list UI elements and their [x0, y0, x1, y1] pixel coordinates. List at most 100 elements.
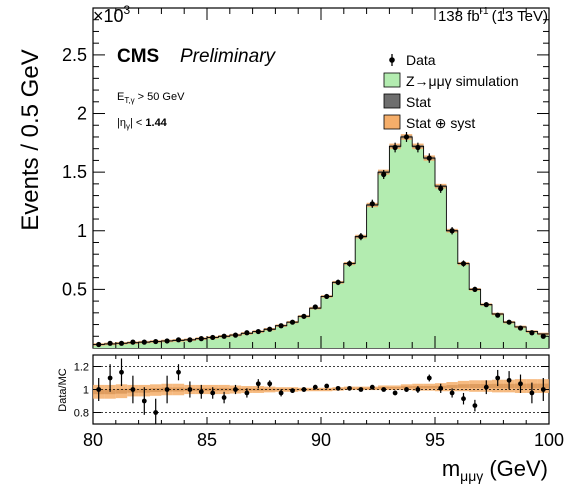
data-point	[141, 339, 147, 345]
selection-cut-et: ET,γ > 50 GeV	[117, 91, 185, 105]
ratio-point	[244, 390, 250, 396]
data-point	[460, 260, 467, 267]
ratio-point	[141, 398, 147, 404]
legend-label: Data	[406, 52, 436, 68]
mc-histogram-fill	[93, 136, 549, 348]
legend-swatch	[383, 114, 401, 130]
x-tick-label: 85	[197, 430, 217, 450]
ratio-point	[358, 387, 364, 392]
data-point	[369, 201, 375, 207]
luminosity-exponent: -1	[480, 6, 489, 17]
ratio-point	[221, 395, 227, 400]
ratio-point	[392, 390, 398, 396]
data-point	[506, 319, 512, 325]
luminosity-energy: (13 TeV)	[492, 8, 548, 25]
x-tick-label: 90	[311, 430, 331, 450]
data-point	[175, 337, 182, 343]
ratio-point	[107, 375, 113, 381]
y-tick-label: 2	[77, 104, 87, 124]
x-axis-title: mμμγ (GeV)	[442, 456, 548, 484]
ratio-point	[461, 396, 466, 402]
main-panel: 0.5 1 1.5 2 2.5 CMS Preliminary 138 fb-1 (13 …	[17, 3, 550, 349]
selection-cut-eta: |ηγ| < 1.44	[117, 117, 168, 131]
cms-label: CMS	[117, 46, 159, 67]
data-point	[210, 334, 216, 341]
ratio-y-tick-label: 1	[83, 385, 89, 397]
ratio-point	[119, 369, 124, 375]
x-axis-title-unit: (GeV)	[489, 456, 548, 481]
data-point	[381, 171, 387, 178]
y-tick-label: 1	[77, 221, 87, 241]
main-y-tick-labels: 0.5 1 1.5 2 2.5	[62, 45, 87, 299]
data-point	[495, 312, 501, 318]
ratio-stat-band-bin	[423, 385, 435, 389]
data-point	[472, 286, 478, 292]
data-point	[244, 330, 250, 336]
y-tick-label: 2.5	[62, 45, 87, 65]
data-point	[221, 333, 227, 339]
luminosity-label: 138 fb-1 (13 TeV)	[438, 6, 548, 25]
ratio-y-tick-label: 1.2	[74, 362, 89, 374]
ratio-point	[233, 387, 238, 392]
data-point	[403, 134, 410, 140]
ratio-point	[187, 387, 193, 392]
ratio-point	[415, 387, 421, 392]
x-tick-labels: 80 85 90 95 100	[83, 430, 564, 450]
ratio-point	[255, 381, 261, 387]
data-points-layer	[96, 131, 546, 348]
ratio-point	[426, 375, 432, 381]
data-point	[324, 293, 330, 300]
x-axis-title-sub: μμγ	[460, 468, 483, 484]
data-point	[426, 155, 432, 161]
y-multiplier-exponent: 3	[124, 3, 131, 17]
ratio-point	[335, 385, 341, 391]
luminosity-number: 138 fb	[438, 8, 480, 25]
data-point	[255, 328, 261, 335]
data-point	[267, 326, 273, 332]
ratio-point	[267, 381, 273, 387]
ratio-ticks-layer	[92, 355, 550, 424]
data-point	[96, 341, 102, 348]
ratio-point	[210, 390, 216, 396]
data-point	[198, 336, 204, 342]
ratio-stat-band-bin	[115, 388, 128, 394]
ratio-point	[130, 387, 136, 392]
ratio-band-layer	[93, 379, 549, 399]
ratio-point	[176, 369, 181, 375]
legend-swatch	[383, 72, 401, 88]
ratio-y-tick-labels: 0.8 1 1.2	[74, 362, 89, 420]
data-point	[107, 340, 113, 346]
ratio-point	[347, 385, 352, 391]
y-axis-title: Events / 0.5 GeV	[17, 49, 44, 230]
ratio-point	[495, 375, 501, 381]
data-point	[118, 340, 125, 346]
x-axis-title-main: m	[442, 456, 460, 481]
ratio-point	[381, 387, 387, 392]
mc-histogram-outline	[93, 136, 549, 345]
x-tick-label: 80	[83, 430, 103, 450]
data-point	[335, 279, 341, 285]
data-point	[164, 338, 170, 344]
data-point	[483, 302, 489, 308]
data-point	[278, 323, 284, 329]
data-point	[187, 337, 193, 343]
ratio-point	[290, 388, 295, 394]
data-point	[517, 325, 524, 331]
data-point	[312, 304, 318, 310]
ratio-point	[301, 387, 307, 392]
legend-label: Z→μμγ simulation	[406, 73, 519, 89]
x-tick-label: 95	[425, 430, 445, 450]
ratio-point	[153, 410, 159, 415]
ratio-point	[518, 381, 523, 387]
data-point	[130, 339, 136, 345]
x-tick-label: 100	[534, 430, 564, 450]
data-point	[301, 313, 307, 319]
y-tick-label: 1.5	[62, 162, 87, 182]
y-multiplier-base: ×10	[93, 6, 124, 26]
data-point	[529, 330, 535, 336]
ratio-y-axis-title: Data/MC	[57, 368, 69, 411]
ratio-point	[472, 403, 478, 408]
ratio-point	[369, 384, 375, 390]
data-point	[346, 260, 353, 267]
